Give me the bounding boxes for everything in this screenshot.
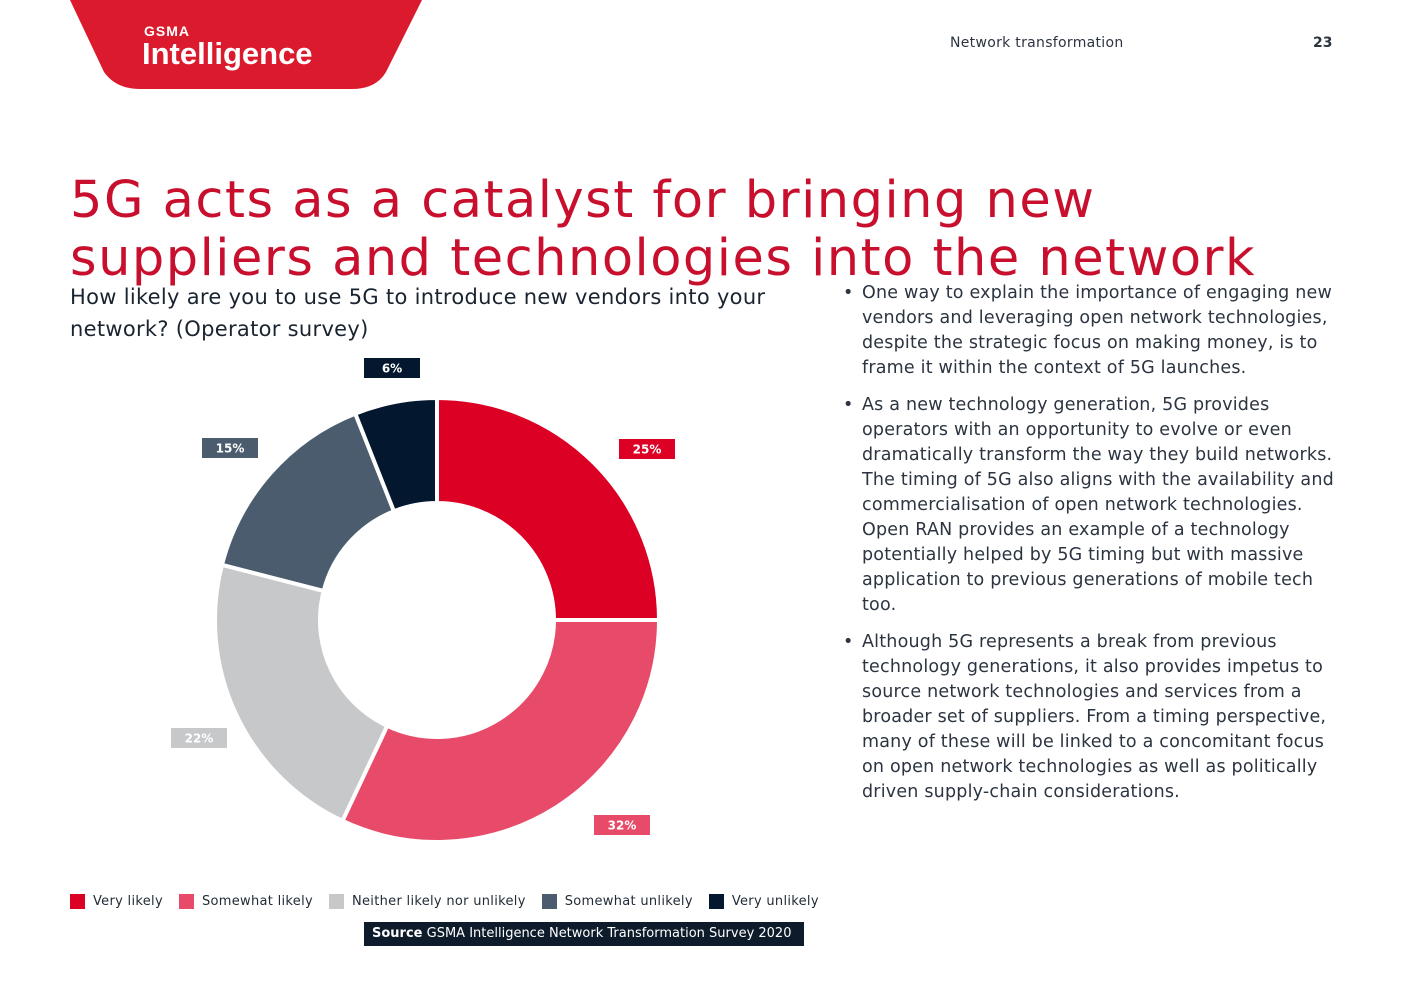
logo-intelligence-text: Intelligence [142, 36, 313, 71]
donut-slice [352, 395, 439, 514]
bullet-item: One way to explain the importance of eng… [843, 281, 1343, 381]
data-label-box [594, 815, 650, 835]
legend-label: Very likely [93, 894, 163, 909]
logo-banner [70, 0, 422, 89]
donut-slice [219, 410, 397, 594]
donut-slice [435, 395, 662, 622]
data-label: 32% [608, 819, 637, 833]
source-note: Source GSMA Intelligence Network Transfo… [364, 922, 804, 946]
legend-item: Neither likely nor unlikely [328, 894, 526, 909]
commentary-bullets: One way to explain the importance of eng… [843, 281, 1343, 817]
page-title: 5G acts as a catalyst for bringing new s… [70, 171, 1257, 289]
data-label: 22% [185, 732, 214, 746]
legend-label: Neither likely nor unlikely [351, 894, 526, 909]
donut-slices [213, 395, 662, 844]
legend-label: Somewhat unlikely [564, 894, 693, 909]
data-label: 6% [382, 362, 402, 376]
logo-gsma-text: GSMA [144, 23, 190, 39]
data-label-box [364, 358, 420, 378]
legend-swatch [178, 894, 194, 909]
legend-label: Somewhat likely [201, 894, 313, 909]
data-label: 25% [633, 443, 662, 457]
source-text: GSMA Intelligence Network Transformation… [426, 926, 792, 941]
legend-item: Very unlikely [708, 894, 819, 909]
chart-legend: Very likely Somewhat likely Neither like… [70, 894, 819, 909]
data-label: 15% [216, 442, 245, 456]
bullet-item: Although 5G represents a break from prev… [843, 630, 1343, 805]
section-name: Network transformation [950, 35, 1124, 51]
legend-item: Somewhat likely [178, 894, 313, 909]
legend-item: Somewhat unlikely [541, 894, 693, 909]
data-label-box [202, 438, 258, 458]
legend-item: Very likely [70, 894, 163, 909]
page-number: 23 [1313, 35, 1333, 51]
legend-label: Very unlikely [731, 894, 819, 909]
legend-swatch [708, 894, 724, 909]
data-label-box [619, 439, 675, 459]
bullet-item: As a new technology generation, 5G provi… [843, 393, 1343, 618]
legend-swatch [328, 894, 344, 909]
data-label-box [171, 728, 227, 748]
data-labels: 25% 32% 22% 15% 6% [171, 358, 675, 835]
legend-swatch [70, 894, 85, 909]
source-label: Source [372, 926, 423, 941]
chart-question: How likely are you to use 5G to introduc… [70, 285, 766, 341]
gsma-intelligence-logo: GSMA Intelligence [70, 0, 422, 89]
legend-swatch [541, 894, 557, 909]
donut-slice [213, 562, 390, 824]
donut-slice [339, 618, 662, 844]
